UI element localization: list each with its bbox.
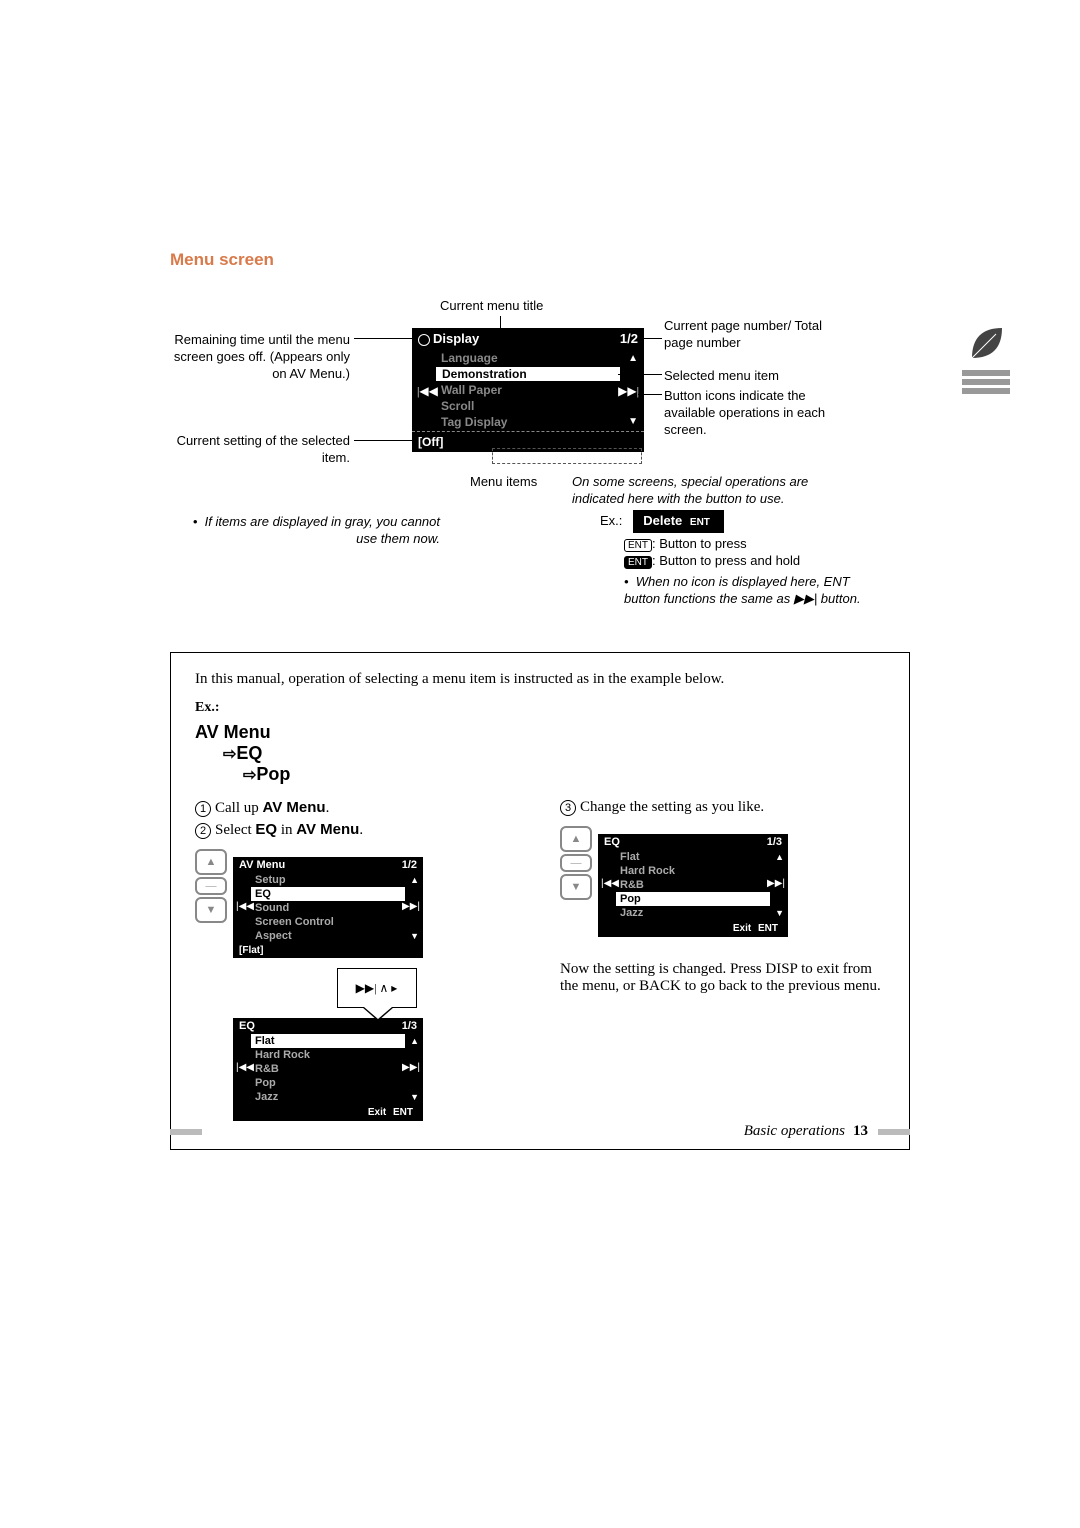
menu-item: Wall Paper [435,382,621,398]
menu-item: Language [435,350,621,366]
footer: Basic operations 13 [170,1123,910,1140]
press-arrow-icon: ▶▶| ∧ ▸ [337,968,417,1008]
delete-badge: Delete [643,513,682,528]
result-text: Now the setting is changed. Press DISP t… [560,961,885,995]
eq-menu-mock-2: EQ1/3 |◀◀▶▶| ▲▼ Flat Hard Rock R&B Pop J… [598,834,788,937]
step3: Change the setting as you like. [580,799,764,815]
annot-selected: Selected menu item [664,368,824,385]
menu-title: Display [433,331,479,346]
bars-icon [962,370,1010,397]
up-icon: ▲ [628,353,638,364]
annot-noicon: • When no icon is displayed here, ENT bu… [624,574,874,608]
down-icon: ▼ [628,416,638,427]
prev-icon: |◀◀ [417,384,438,399]
annot-gray: • If items are displayed in gray, you ca… [180,514,440,548]
menu-item-selected: Demonstration [435,366,621,382]
annot-special: On some screens, special operations are … [572,474,862,508]
menu-item: Tag Display [435,414,621,430]
section-title: Menu screen [170,250,910,270]
footer-section: Basic operations [744,1123,845,1140]
ex-label2: Ex.: [195,700,885,716]
ent-hold: : Button to press and hold [652,553,800,568]
ent-icon: ENT [624,539,652,552]
instruction-box: In this manual, operation of selecting a… [170,652,910,1150]
menu-diagram: Current menu title Remaining time until … [170,288,910,628]
next-icon: ▶▶| [618,384,639,399]
display-menu: Display 1/2 |◀◀ ▶▶| ▲ ▼ Language Demonst… [412,328,644,452]
annot-menu-items: Menu items [470,474,537,491]
annot-buttons: Button icons indicate the available oper… [664,388,844,439]
rocker-icon: ▲ — ▼ [560,824,592,902]
page-number: 13 [853,1123,868,1140]
ent-icon: ENT [686,516,714,529]
path-pop: Pop [256,764,290,784]
annot-current-title: Current menu title [440,298,543,315]
ent-press: : Button to press [652,536,747,551]
path-eq: EQ [236,743,262,763]
menu-page: 1/2 [620,331,638,346]
ex-label: Ex.: [600,513,622,528]
rocker-icon: ▲ — ▼ [195,847,227,925]
annot-current-setting: Current setting of the selected item. [160,433,350,467]
av-menu-mock: AV Menu1/2 |◀◀▶▶| ▲▼ Setup EQ Sound Scre… [233,857,423,958]
intro-text: In this manual, operation of selecting a… [195,671,885,688]
gear-icon [418,334,430,346]
eq-menu-mock-1: EQ1/3 |◀◀▶▶| ▲▼ Flat Hard Rock R&B Pop J… [233,1018,423,1121]
annot-page: Current page number/ Total page number [664,318,824,352]
annot-remaining: Remaining time until the menu screen goe… [160,332,350,383]
menu-item: Scroll [435,398,621,414]
leaf-icon [962,318,1010,366]
path-av: AV Menu [195,722,885,743]
ent-hold-icon: ENT [624,556,652,569]
